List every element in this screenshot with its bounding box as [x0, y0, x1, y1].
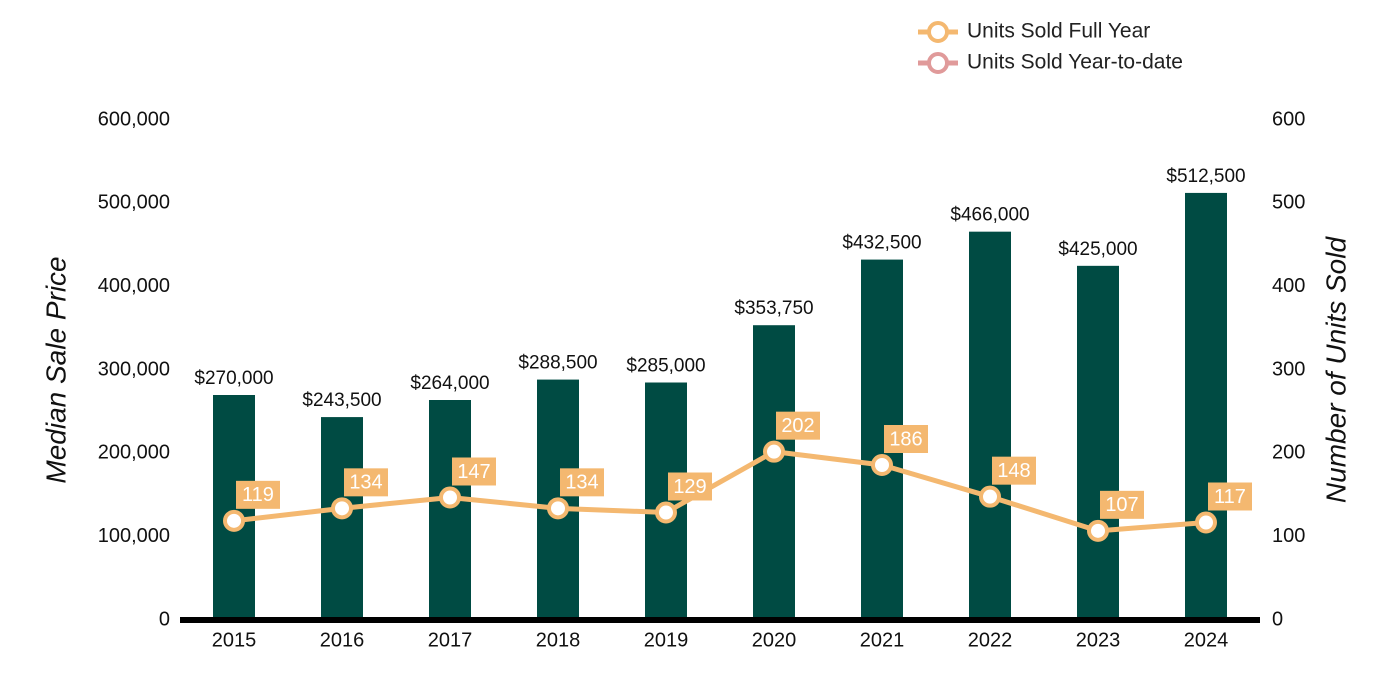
- legend-label: Units Sold Year-to-date: [967, 51, 1183, 74]
- line-point: [547, 497, 569, 520]
- bar: [969, 231, 1011, 620]
- point-label: 107: [1100, 490, 1144, 519]
- point-label: 202: [776, 411, 820, 440]
- point-label-bg: [992, 456, 1036, 485]
- point-label-text: 119: [242, 484, 274, 506]
- point-label-text: 134: [565, 472, 598, 494]
- point-label: 186: [884, 425, 928, 453]
- point-label-bg: [452, 457, 496, 486]
- line-point: [1087, 519, 1109, 542]
- point-label: 129: [668, 472, 712, 501]
- bar-value-label: $466,000: [950, 205, 1029, 226]
- bar-value-label: $512,500: [1166, 166, 1245, 187]
- x-tick-label: 2019: [644, 629, 689, 651]
- x-tick-label: 2016: [320, 629, 365, 651]
- y2-tick-label: 400: [1272, 275, 1305, 297]
- bar-value-label: $243,500: [302, 390, 381, 411]
- bar-value-label: $270,000: [194, 368, 273, 389]
- x-tick-label: 2021: [860, 629, 905, 651]
- point-label: 117: [1208, 482, 1252, 511]
- legend-marker: [927, 52, 949, 74]
- point-label-bg: [1208, 482, 1252, 511]
- bar: [753, 325, 795, 620]
- bar-value-label: $288,500: [518, 353, 597, 374]
- x-tick-label: 2017: [428, 629, 473, 651]
- point-label-text: 107: [1105, 494, 1138, 516]
- y2-tick-label: 200: [1272, 442, 1305, 464]
- y-tick-label: 200,000: [98, 442, 170, 464]
- point-label-bg: [236, 480, 280, 509]
- y-tick-label: 400,000: [98, 275, 170, 297]
- point-label: 134: [560, 468, 604, 497]
- point-label-bg: [560, 468, 604, 497]
- line-point: [331, 497, 353, 520]
- y2-tick-label: 600: [1272, 108, 1305, 130]
- line-point: [871, 454, 893, 476]
- point-label-text: 186: [889, 428, 922, 450]
- point-label-text: 117: [1214, 486, 1246, 508]
- point-label-bg: [776, 411, 820, 440]
- bar-value-label: $432,500: [842, 233, 921, 254]
- y2-axis-title: Number of Units Sold: [1320, 236, 1351, 504]
- x-tick-label: 2022: [968, 629, 1013, 651]
- bar: [1077, 265, 1119, 620]
- y2-tick-label: 100: [1272, 525, 1305, 547]
- bar-value-label: $353,750: [734, 298, 813, 319]
- point-label-text: 147: [457, 461, 490, 483]
- point-label: 148: [992, 456, 1036, 485]
- bar: [429, 400, 471, 620]
- point-label-bg: [668, 472, 712, 501]
- line-point: [439, 486, 461, 509]
- line-point: [979, 485, 1001, 508]
- y-axis-title: Median Sale Price: [40, 256, 71, 483]
- bar-value-label: $425,000: [1058, 239, 1137, 260]
- legend-marker: [927, 21, 949, 43]
- point-label-bg: [1100, 490, 1144, 519]
- point-label: 119: [236, 480, 280, 509]
- y-tick-label: 600,000: [98, 108, 170, 130]
- y-tick-label: 100,000: [98, 525, 170, 547]
- y-tick-label: 0: [159, 608, 170, 630]
- bar-value-label: $264,000: [410, 373, 489, 394]
- bar: [1185, 192, 1227, 620]
- point-label-bg: [344, 468, 388, 497]
- legend-label: Units Sold Full Year: [967, 20, 1150, 43]
- line-point: [223, 509, 245, 532]
- y-tick-label: 300,000: [98, 358, 170, 380]
- y2-tick-label: 0: [1272, 608, 1283, 630]
- y-tick-label: 500,000: [98, 192, 170, 214]
- point-label-text: 134: [349, 472, 382, 494]
- x-tick-label: 2023: [1076, 629, 1121, 651]
- y2-tick-label: 300: [1272, 358, 1305, 380]
- line-point: [655, 501, 677, 524]
- x-tick-label: 2015: [212, 629, 257, 651]
- line-point: [1195, 511, 1217, 534]
- point-label-text: 129: [673, 476, 706, 498]
- x-tick-label: 2018: [536, 629, 581, 651]
- y2-tick-label: 500: [1272, 192, 1305, 214]
- bar-value-label: $285,000: [626, 356, 705, 377]
- line-point: [763, 440, 785, 463]
- bar: [645, 382, 687, 620]
- point-label: 147: [452, 457, 496, 486]
- x-tick-label: 2020: [752, 629, 797, 651]
- point-label: 134: [344, 468, 388, 497]
- point-label-text: 202: [781, 415, 814, 437]
- point-label-bg: [884, 425, 928, 453]
- line: [233, 449, 1207, 534]
- x-tick-label: 2024: [1184, 629, 1229, 651]
- point-label-text: 148: [997, 460, 1030, 482]
